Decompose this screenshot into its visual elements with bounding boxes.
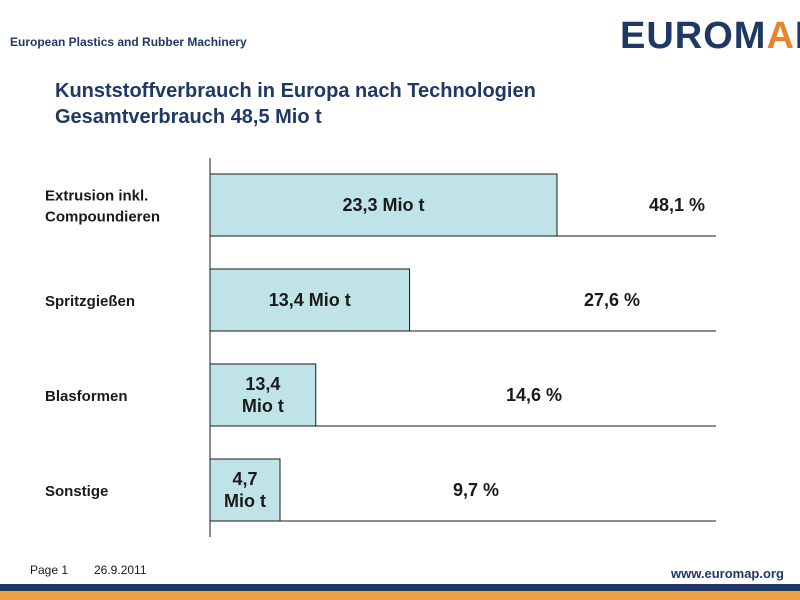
bar: [209, 458, 281, 522]
chart-subtitle: Gesamtverbrauch 48,5 Mio t: [55, 106, 322, 128]
category-label: Spritzgießen: [45, 293, 135, 310]
category-label: Blasformen: [45, 388, 128, 405]
percent-label: 14,6 %: [506, 385, 562, 405]
logo-end: P: [795, 15, 800, 57]
category-label: Extrusion inkl. Compoundieren: [45, 188, 160, 226]
euromap-logo: EUROMAP: [620, 16, 800, 56]
bar: [209, 268, 411, 332]
percent-label: 9,7 %: [453, 480, 499, 500]
bar-value-label: 4,7 Mio t: [224, 469, 266, 511]
footer-url: www.euromap.org: [671, 566, 784, 581]
footer-bar-blue: [0, 584, 800, 591]
bar-value-label: 13,4 Mio t: [269, 290, 351, 310]
bar-value-label: 23,3 Mio t: [342, 195, 424, 215]
bar-value-label: 13,4 Mio t: [242, 374, 284, 416]
logo-main: EUROM: [620, 15, 767, 57]
tagline: European Plastics and Rubber Machinery: [10, 35, 247, 49]
chart-title-block: Kunststoffverbrauch in Europa nach Techn…: [55, 78, 536, 130]
category-label: Sonstige: [45, 483, 108, 500]
logo-accent: A: [766, 15, 795, 57]
percent-label: 48,1 %: [649, 195, 705, 215]
footer-bar-orange: [0, 591, 800, 600]
footer-date: 26.9.2011: [94, 563, 147, 577]
chart-title: Kunststoffverbrauch in Europa nach Techn…: [55, 80, 536, 102]
percent-label: 27,6 %: [584, 290, 640, 310]
bar: [209, 363, 317, 427]
page-number: Page 1: [30, 563, 69, 577]
bar: [209, 173, 558, 237]
